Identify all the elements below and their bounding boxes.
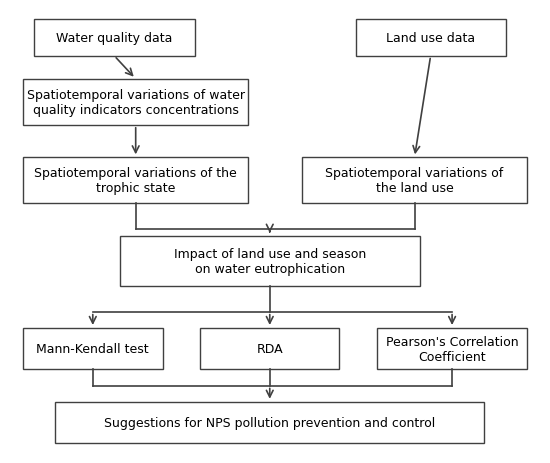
FancyBboxPatch shape [23,80,248,125]
Text: Spatiotemporal variations of the
trophic state: Spatiotemporal variations of the trophic… [34,167,237,195]
FancyBboxPatch shape [119,236,420,287]
FancyBboxPatch shape [302,158,527,204]
FancyBboxPatch shape [34,20,195,56]
FancyBboxPatch shape [55,402,484,443]
FancyBboxPatch shape [23,158,248,204]
Text: Mann-Kendall test: Mann-Kendall test [36,342,149,355]
Text: Spatiotemporal variations of water
quality indicators concentrations: Spatiotemporal variations of water quali… [27,89,245,117]
FancyBboxPatch shape [377,328,527,369]
Text: Spatiotemporal variations of
the land use: Spatiotemporal variations of the land us… [326,167,504,195]
FancyBboxPatch shape [355,20,505,56]
FancyBboxPatch shape [23,328,162,369]
Text: Water quality data: Water quality data [56,32,173,45]
Text: Impact of land use and season
on water eutrophication: Impact of land use and season on water e… [174,247,366,275]
Text: Pearson's Correlation
Coefficient: Pearson's Correlation Coefficient [386,335,519,363]
Text: RDA: RDA [256,342,283,355]
Text: Land use data: Land use data [386,32,475,45]
FancyBboxPatch shape [200,328,339,369]
Text: Suggestions for NPS pollution prevention and control: Suggestions for NPS pollution prevention… [104,416,436,429]
